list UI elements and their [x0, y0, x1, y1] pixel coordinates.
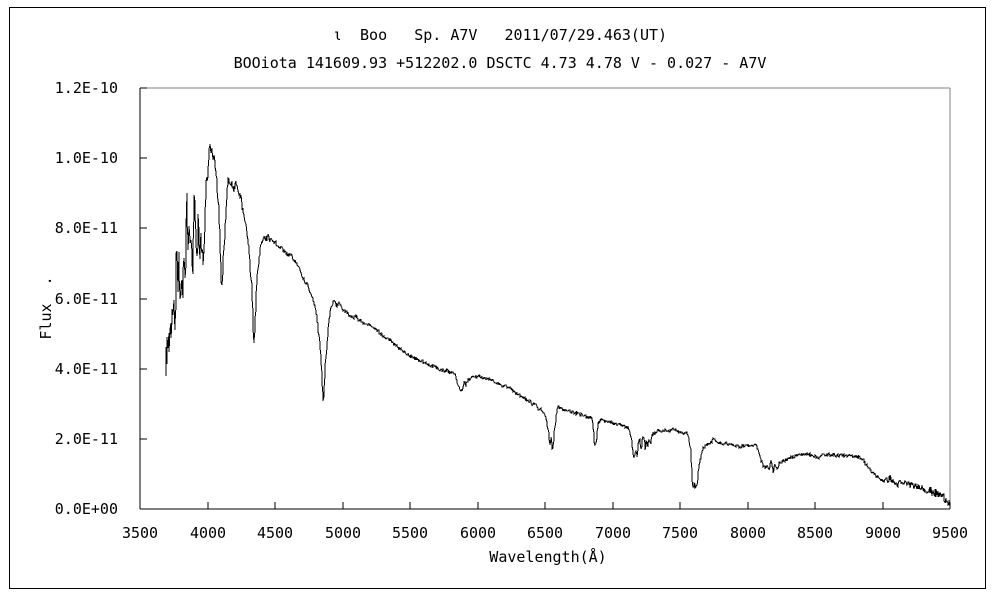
x-tick-label: 9500 — [931, 524, 969, 542]
y-axis-title: Flux . — [37, 276, 55, 340]
x-tick-label: 4500 — [256, 524, 294, 542]
spectrum-line — [165, 143, 951, 508]
x-tick-label: 3500 — [121, 524, 159, 542]
x-tick-label: 5000 — [324, 524, 362, 542]
y-tick-label: 4.0E-11 — [54, 360, 118, 378]
x-tick-label: 6500 — [526, 524, 564, 542]
y-tick-label: 1.2E-10 — [54, 79, 118, 97]
x-tick-label: 5500 — [391, 524, 429, 542]
chart-title-line2: BOOiota 141609.93 +512202.0 DSCTC 4.73 4… — [233, 54, 767, 72]
x-axis-title: Wavelength(Å) — [489, 548, 607, 566]
y-tick-label: 8.0E-11 — [54, 219, 118, 237]
y-tick-label: 0.0E+00 — [54, 500, 118, 518]
y-tick-label: 2.0E-11 — [54, 430, 118, 448]
y-tick-label: 1.0E-10 — [54, 149, 118, 167]
x-tick-label: 7500 — [661, 524, 699, 542]
outer-border — [9, 7, 986, 589]
x-tick-label: 8500 — [796, 524, 834, 542]
x-tick-label: 6000 — [459, 524, 497, 542]
x-tick-label: 4000 — [189, 524, 227, 542]
y-tick-label: 6.0E-11 — [54, 290, 118, 308]
x-tick-label: 7000 — [594, 524, 632, 542]
x-tick-label: 8000 — [729, 524, 767, 542]
x-tick-label: 9000 — [864, 524, 902, 542]
chart-title-line1: ι Boo Sp. A7V 2011/07/29.463(UT) — [332, 26, 668, 44]
